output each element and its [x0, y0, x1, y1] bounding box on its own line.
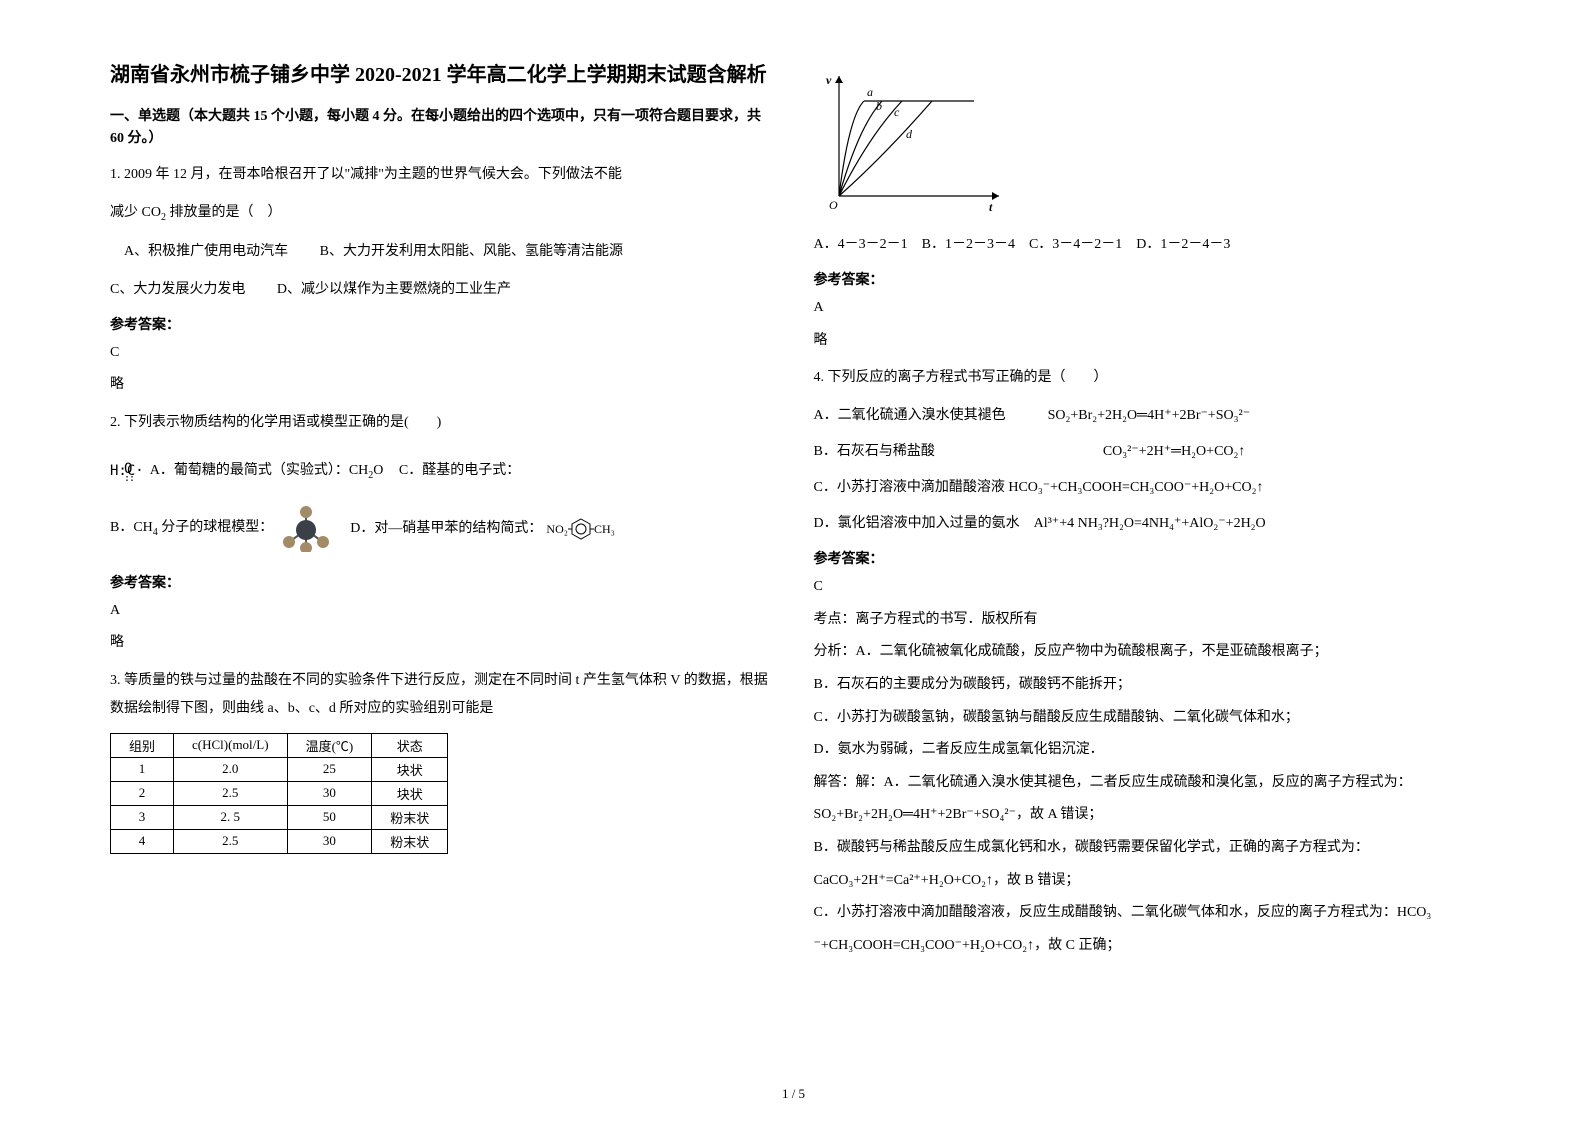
- q4-stem: 4. 下列反应的离子方程式书写正确的是（ ）: [814, 364, 1478, 392]
- q2-row-bd: B．CH4 分子的球棍模型： D．对—硝基甲苯的结构简式： NO₂ CH₃: [110, 506, 774, 552]
- formyl-electron-icon: O :: H:C·: [110, 464, 144, 478]
- q2-brief: 略: [110, 630, 774, 657]
- section-1-heading: 一、单选题（本大题共 15 个小题，每小题 4 分。在每小题给出的四个选项中，只…: [110, 106, 774, 151]
- q4-answer-label: 参考答案：: [814, 548, 1478, 568]
- q4-a10: C．小苏打溶液中滴加醋酸溶液，反应生成醋酸钠、二氧化碳气体和水，反应的离子方程式…: [814, 900, 1478, 927]
- q1-optA: A、积极推广使用电动汽车: [124, 244, 288, 259]
- td: 30: [287, 829, 372, 853]
- th-2: 温度(℃): [287, 733, 372, 757]
- td: 块状: [372, 757, 448, 781]
- q4-a4: C．小苏打为碳酸氢钠，碳酸氢钠与醋酸反应生成醋酸钠、二氧化碳气体和水；: [814, 705, 1478, 732]
- q4-optC: C．小苏打溶液中滴加醋酸溶液 HCO₃⁻+CH₃COOH=CH₃COO⁻+H₂O…: [814, 474, 1478, 502]
- td: 25: [287, 757, 372, 781]
- q1-answer: C: [110, 340, 774, 367]
- q2-optB-pre: B．CH: [110, 520, 153, 535]
- q1-stem2-post: 排放量的是（ ）: [166, 205, 282, 220]
- table-row: 3 2. 5 50 粉末状: [111, 805, 448, 829]
- td: 3: [111, 805, 174, 829]
- q2-optC: C．醛基的电子式：: [399, 457, 520, 485]
- th-0: 组别: [111, 733, 174, 757]
- q2-optD-no2: NO₂: [546, 517, 568, 541]
- q4-a11: ⁻+CH₃COOH=CH₃COO⁻+H₂O+CO₂↑，故 C 正确；: [814, 933, 1478, 960]
- q1-optB: B、大力开发利用太阳能、风能、氢能等清洁能源: [320, 244, 623, 259]
- q3-answer-label: 参考答案：: [814, 269, 1478, 289]
- q2-row-ac: O :: H:C· A．葡萄糖的最简式（实验式）：CH2O C．醛基的电子式：: [110, 457, 520, 486]
- q2-optD-ch3: CH₃: [594, 517, 615, 541]
- td: 1: [111, 757, 174, 781]
- td: 2.5: [174, 829, 288, 853]
- q3-answer: A: [814, 295, 1478, 322]
- td: 2: [111, 781, 174, 805]
- left-column: 湖南省永州市梳子铺乡中学 2020-2021 学年高二化学上学期期末试题含解析 …: [90, 60, 794, 1092]
- q2-optA-pre: A．葡萄糖的最简式（实验式）：CH: [150, 463, 369, 478]
- table-header-row: 组别 c(HCl)(mol/L) 温度(℃) 状态: [111, 733, 448, 757]
- table-row: 4 2.5 30 粉末状: [111, 829, 448, 853]
- q4-optA: A．二氧化硫通入溴水使其褪色 SO₂+Br₂+2H₂O═4H⁺+2Br⁻+SO₃…: [814, 402, 1478, 430]
- q1-options-row1: A、积极推广使用电动汽车 B、大力开发利用太阳能、风能、氢能等清洁能源: [110, 238, 774, 266]
- document-title: 湖南省永州市梳子铺乡中学 2020-2021 学年高二化学上学期期末试题含解析: [110, 60, 774, 90]
- q1-stem-line2: 减少 CO2 排放量的是（ ）: [110, 199, 774, 228]
- q1-brief: 略: [110, 372, 774, 399]
- q4-a3: B．石灰石的主要成分为碳酸钙，碳酸钙不能拆开；: [814, 672, 1478, 699]
- q3-table: 组别 c(HCl)(mol/L) 温度(℃) 状态 1 2.0 25 块状 2 …: [110, 733, 448, 854]
- q1-optC: C、大力发展火力发电: [110, 282, 245, 297]
- q1-stem2-pre: 减少 CO: [110, 205, 161, 220]
- table-row: 1 2.0 25 块状: [111, 757, 448, 781]
- q4-answer: C: [814, 574, 1478, 601]
- q3-chart: a b c d v t O: [814, 66, 1478, 221]
- q2-optA-post: O: [373, 463, 383, 478]
- q2-optB-text: B．CH4 分子的球棍模型：: [110, 514, 273, 543]
- td: 2.5: [174, 781, 288, 805]
- q2-answer: A: [110, 598, 774, 625]
- q2-answer-label: 参考答案：: [110, 572, 774, 592]
- velocity-time-chart-icon: a b c d v t O: [814, 66, 1014, 216]
- q4-a1: 考点：离子方程式的书写．版权所有: [814, 607, 1478, 634]
- th-3: 状态: [372, 733, 448, 757]
- q4-optD: D．氯化铝溶液中加入过量的氨水 Al³⁺+4 NH₃?H₂O=4NH₄⁺+AlO…: [814, 510, 1478, 538]
- q3-brief: 略: [814, 328, 1478, 355]
- x-axis-label: t: [989, 200, 993, 214]
- q2-optD-text: D．对—硝基甲苯的结构简式：: [350, 515, 542, 543]
- page-footer: 1 / 5: [0, 1086, 1587, 1102]
- td: 2. 5: [174, 805, 288, 829]
- curve-c-label: c: [894, 105, 900, 119]
- td: 块状: [372, 781, 448, 805]
- q3-options: A．4－3－2－1 B．1－2－3－4 C．3－4－2－1 D．1－2－4－3: [814, 231, 1478, 259]
- q4-a7: SO₂+Br₂+2H₂O═4H⁺+2Br⁻+SO₄²⁻，故 A 错误；: [814, 802, 1478, 829]
- q4-a2: 分析：A．二氧化硫被氧化成硫酸，反应产物中为硫酸根离子，不是亚硫酸根离子；: [814, 639, 1478, 666]
- td: 粉末状: [372, 829, 448, 853]
- q1-stem-line1: 1. 2009 年 12 月，在哥本哈根召开了以"减排"为主题的世界气候大会。下…: [110, 161, 774, 189]
- q1-options-row2: C、大力发展火力发电 D、减少以煤作为主要燃烧的工业生产: [110, 276, 774, 304]
- y-axis-label: v: [826, 73, 832, 87]
- right-column: a b c d v t O A．4－3－2－1 B．1－2－3－4 C．3－4－…: [794, 60, 1498, 1092]
- q4-a6: 解答：解：A．二氧化硫通入溴水使其褪色，二者反应生成硫酸和溴化氢，反应的离子方程…: [814, 770, 1478, 797]
- q1-answer-label: 参考答案：: [110, 314, 774, 334]
- td: 粉末状: [372, 805, 448, 829]
- q1-optD: D、减少以煤作为主要燃烧的工业生产: [277, 282, 511, 297]
- curve-b-label: b: [876, 99, 882, 113]
- benzene-ring-icon: [568, 516, 594, 542]
- table-row: 2 2.5 30 块状: [111, 781, 448, 805]
- q4-a8: B．碳酸钙与稀盐酸反应生成氯化钙和水，碳酸钙需要保留化学式，正确的离子方程式为：: [814, 835, 1478, 862]
- th-1: c(HCl)(mol/L): [174, 733, 288, 757]
- q4-a9: CaCO₃+2H⁺=Ca²⁺+H₂O+CO₂↑，故 B 错误；: [814, 868, 1478, 895]
- ball-stick-model-icon: [281, 506, 331, 552]
- q4-optB: B．石灰石与稀盐酸 CO₃²⁻+2H⁺═H₂O+CO₂↑: [814, 438, 1478, 466]
- q3-stem: 3. 等质量的铁与过量的盐酸在不同的实验条件下进行反应，测定在不同时间 t 产生…: [110, 667, 774, 723]
- td: 4: [111, 829, 174, 853]
- td: 2.0: [174, 757, 288, 781]
- td: 30: [287, 781, 372, 805]
- origin-label: O: [829, 198, 838, 212]
- q2-optD-structure: NO₂ CH₃: [546, 516, 614, 542]
- td: 50: [287, 805, 372, 829]
- q2-optA: A．葡萄糖的最简式（实验式）：CH2O: [150, 457, 384, 486]
- curve-a-label: a: [867, 85, 873, 99]
- q2-stem: 2. 下列表示物质结构的化学用语或模型正确的是( ): [110, 409, 774, 437]
- curve-d-label: d: [906, 127, 913, 141]
- q2-optB-post: 分子的球棍模型：: [158, 520, 274, 535]
- q4-a5: D．氨水为弱碱，二者反应生成氢氧化铝沉淀．: [814, 737, 1478, 764]
